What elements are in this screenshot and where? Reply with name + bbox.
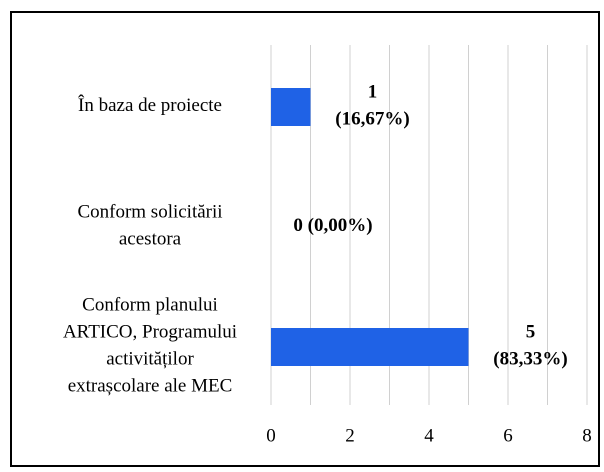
x-tick-label: 8 [582,425,592,446]
y-tick-label-line: Conform solicitării [77,202,222,223]
frame [10,11,600,467]
data-label-line: 0 (0,00%) [293,215,372,236]
x-tick-label: 4 [424,425,434,446]
y-tick-label-line: În baza de proiecte [78,94,222,116]
data-label-line: 5 [526,322,536,343]
y-tick-label: Conform solicitării acestora [77,202,222,250]
bar [271,328,469,366]
data-label: 0 (0,00%) [293,215,372,236]
y-tick-label-line: activităților [106,349,194,370]
data-label: 5 (83,33%) [493,322,567,370]
data-label-line: 1 [368,82,378,103]
y-tick-label: Conform planului ARTICO, Programului activ… [63,295,237,397]
bar [271,88,311,126]
data-label-line: (83,33%) [493,349,567,370]
x-tick-label: 0 [266,425,276,446]
y-tick-label-line: Conform planului [82,295,218,316]
y-tick-label-line: extrașcolare ale MEC [68,376,233,397]
y-tick-label-line: ARTICO, Programului [63,322,237,343]
data-label-line: (16,67%) [335,109,409,130]
x-tick-label: 2 [345,425,355,446]
x-tick-label: 6 [503,425,513,446]
y-tick-label-line: acestora [119,229,182,250]
y-tick-label: În baza de proiecte [78,94,222,116]
data-label: 1 (16,67%) [335,82,409,130]
